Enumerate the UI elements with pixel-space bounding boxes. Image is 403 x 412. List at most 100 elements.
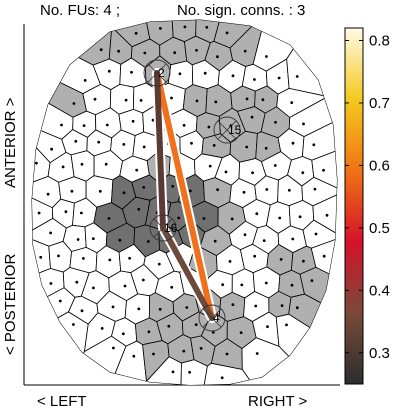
sensor-dot	[46, 192, 50, 196]
sensor-dot	[82, 124, 86, 127]
sensor-dot	[224, 170, 228, 174]
sensor-dot	[49, 231, 52, 235]
sensor-dot	[183, 25, 187, 29]
sensor-dot	[142, 145, 146, 149]
colorbar-tick-label: 0.5	[369, 220, 390, 237]
sensor-dot	[199, 347, 203, 350]
scalp-cell	[180, 359, 208, 385]
sensor-dot	[287, 188, 291, 192]
connection-2-16	[154, 70, 166, 231]
sensor-dot	[290, 283, 294, 287]
sensor-dot	[253, 254, 257, 258]
sensor-dot	[245, 145, 249, 149]
sensor-dot	[132, 354, 136, 358]
sensor-dot	[240, 283, 244, 287]
scalp-cell	[202, 362, 261, 385]
sensor-dot	[37, 211, 41, 215]
sensor-dot	[105, 123, 109, 127]
sensor-dot	[50, 147, 53, 151]
sensor-dot	[75, 280, 79, 284]
sensor-dot	[137, 207, 141, 211]
sensor-dot	[212, 144, 216, 147]
sensor-dot	[61, 165, 65, 169]
colorbar-ticks: 0.8 0.7 0.6 0.5 0.4 0.3	[345, 32, 390, 362]
sensor-dot	[177, 216, 181, 220]
connection-2-4	[154, 70, 215, 321]
sensor-dot	[265, 55, 268, 58]
fu-cross	[147, 63, 167, 83]
sensor-dot	[325, 213, 329, 217]
sensor-dot	[80, 162, 84, 166]
sensor-dot	[221, 283, 225, 287]
sensor-dot	[35, 161, 38, 165]
sensor-dot	[243, 49, 247, 53]
colorbar	[344, 27, 364, 385]
sensor-dot	[99, 48, 103, 52]
sensor-dot	[253, 78, 256, 81]
sensor-dot	[225, 31, 229, 35]
sensor-dot	[170, 285, 174, 289]
sensor-dot	[266, 325, 269, 328]
scalp-cell	[32, 311, 89, 385]
sensor-dot	[313, 187, 317, 191]
sensor-dot	[143, 51, 147, 55]
sensor-dot	[97, 140, 101, 144]
sensor-dot	[118, 238, 122, 242]
fu-label-4: 4	[213, 311, 220, 325]
sensor-dot	[207, 125, 211, 129]
fu-cross	[153, 218, 173, 238]
sensor-dot	[194, 323, 198, 326]
colorbar-tick-label: 0.6	[369, 157, 390, 174]
sensor-dot	[135, 168, 139, 172]
sensor-dot	[312, 143, 316, 147]
colorbar-tick-label: 0.3	[369, 345, 390, 362]
sensor-dot	[146, 240, 150, 243]
fu-cross	[217, 120, 237, 140]
sensor-dot	[255, 352, 259, 355]
sensor-dot	[111, 305, 115, 309]
sensor-dot	[72, 102, 76, 105]
sensor-dot	[208, 164, 212, 168]
sensor-dot	[107, 69, 111, 73]
sensor-dot	[123, 284, 127, 288]
sensor-dot	[322, 168, 325, 172]
sensor-dot	[100, 327, 104, 330]
sensor-dot	[107, 217, 111, 220]
sensor-dot	[80, 211, 83, 215]
sensor-dot	[108, 258, 112, 262]
sensor-dot	[134, 31, 138, 35]
sensor-dot	[76, 238, 80, 241]
sensor-dot	[195, 48, 198, 52]
sensor-dot	[182, 349, 186, 353]
sensor-dot	[122, 191, 126, 195]
sensor-dot	[80, 309, 84, 313]
sensor-dot	[214, 100, 218, 104]
sensor-dot	[170, 96, 173, 100]
fu-label-2: 2	[158, 66, 165, 80]
sensor-dot	[130, 70, 133, 74]
sensor-dot	[141, 278, 145, 282]
sensor-dot	[261, 98, 265, 102]
sensor-dot	[285, 323, 288, 327]
fu-circle-15	[213, 116, 241, 144]
sensor-dot	[231, 74, 235, 78]
sensor-dot	[251, 171, 255, 175]
sensor-dot	[220, 376, 224, 380]
colorbar-tick-label: 0.8	[369, 32, 390, 49]
sensor-dot	[92, 286, 95, 290]
fu-count-text: No. FUs: 4 ;	[40, 2, 120, 19]
sensor-dot	[178, 72, 182, 76]
fu-label-16: 16	[164, 221, 178, 235]
sensor-dot	[202, 217, 206, 220]
sensor-dot	[255, 212, 259, 216]
fu-circle-4	[198, 304, 226, 332]
sensor-dot	[83, 79, 87, 82]
sensor-dot	[159, 27, 162, 30]
sensor-dot	[137, 307, 141, 311]
sensor-dot	[131, 119, 135, 123]
sensor-dot	[291, 237, 295, 241]
sensor-dot	[72, 323, 75, 326]
functional-unit-markers: 2 15 16 4	[143, 59, 242, 332]
sensor-dot	[195, 99, 199, 103]
